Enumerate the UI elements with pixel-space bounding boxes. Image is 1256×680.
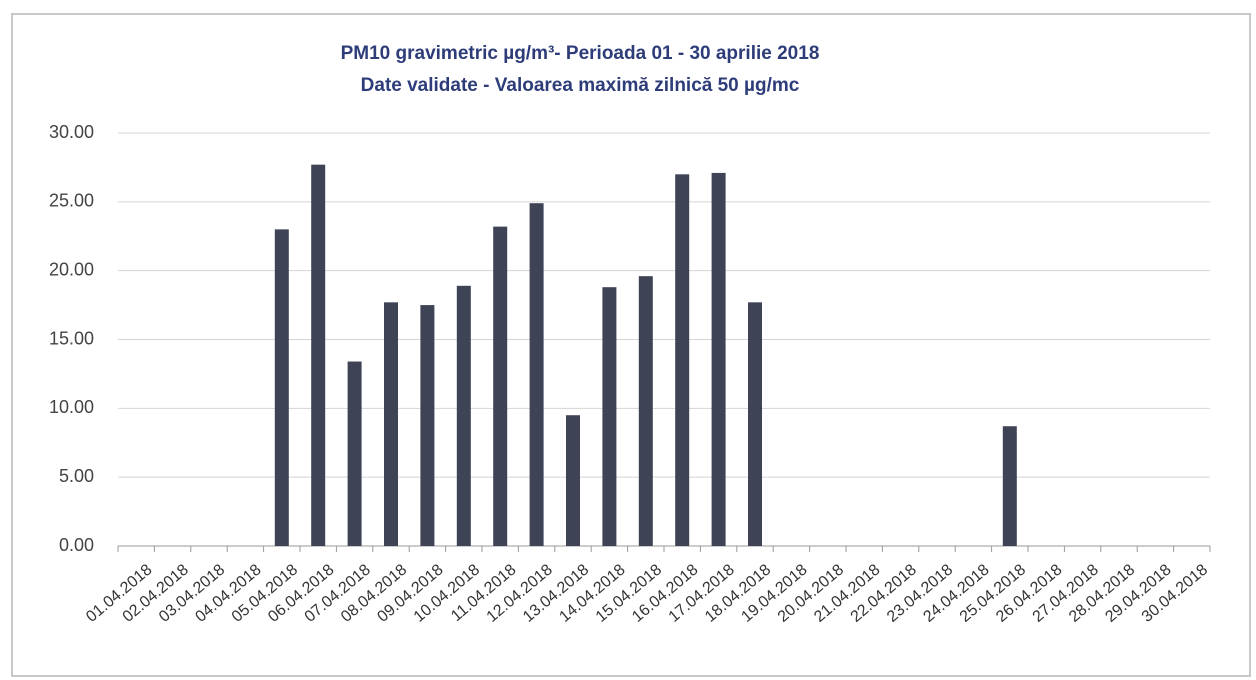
y-tick-label: 0.00 <box>59 535 94 555</box>
bar <box>748 302 762 546</box>
bar <box>420 305 435 546</box>
bar <box>711 172 726 546</box>
chart-frame <box>11 13 1251 677</box>
bar <box>274 229 289 546</box>
y-tick-label: 15.00 <box>49 328 94 348</box>
y-tick-label: 10.00 <box>49 397 94 417</box>
y-tick-label: 25.00 <box>49 191 94 211</box>
bar <box>675 174 690 547</box>
y-tick-label: 30.00 <box>49 122 94 142</box>
chart-subtitle: Date validate - Valoarea maximă zilnică … <box>361 75 800 96</box>
bar <box>529 203 544 546</box>
y-tick-label: 5.00 <box>59 466 94 486</box>
bar <box>602 287 617 546</box>
bar <box>493 226 508 546</box>
chart-title: PM10 gravimetric µg/m³- Perioada 01 - 30… <box>341 43 820 64</box>
bar <box>566 415 580 546</box>
bar <box>311 164 326 546</box>
bar <box>347 361 362 546</box>
bar <box>638 276 653 546</box>
bar <box>384 302 398 546</box>
bar <box>456 285 471 546</box>
bar <box>1002 426 1017 546</box>
y-tick-label: 20.00 <box>49 259 94 279</box>
